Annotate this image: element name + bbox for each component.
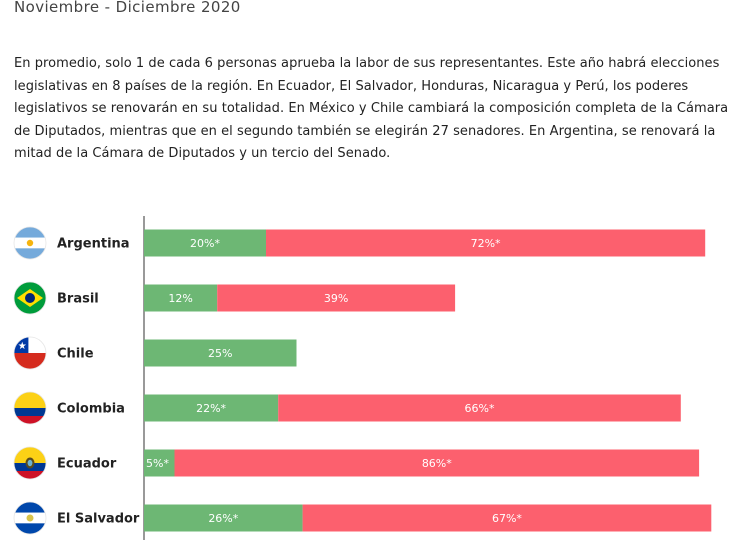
approve-bar	[144, 339, 297, 367]
bar-row: Brasil 12% 39%	[13, 281, 456, 315]
disapprove-bar	[266, 229, 706, 257]
bar-value-label: 72%*	[471, 237, 501, 250]
bar-value-label: 20%*	[190, 237, 220, 250]
ecuador-flag-icon	[13, 446, 47, 480]
bar-value-label: 67%*	[492, 512, 522, 525]
disapprove-bar	[174, 449, 700, 477]
chile-flag-icon: ★	[13, 336, 47, 370]
approve-bar	[144, 394, 279, 422]
bar-chart: Argentina 20%* 72%* Brasil 12% 39% ★ Chile 25% Co…	[13, 216, 712, 540]
disapprove-bar	[217, 284, 456, 312]
approve-bar	[144, 229, 266, 257]
disapprove-bar	[302, 504, 712, 532]
brazil-flag-icon	[13, 281, 47, 315]
chart-subtitle: Noviembre - Diciembre 2020	[14, 0, 241, 16]
chart-description: En promedio, solo 1 de cada 6 personas a…	[14, 56, 729, 161]
category-label: Chile	[57, 347, 94, 362]
bar-row: Colombia 22%* 66%*	[13, 391, 681, 425]
bar-value-label: 12%	[168, 292, 192, 305]
bar-value-label: 39%	[324, 292, 348, 305]
bar-row: Argentina 20%* 72%*	[13, 226, 706, 260]
el-salvador-flag-icon	[13, 501, 47, 535]
bar-value-label: 25%	[208, 347, 232, 360]
svg-text:★: ★	[18, 341, 27, 352]
argentina-flag-icon	[13, 226, 47, 260]
category-label: El Salvador	[57, 512, 140, 527]
bar-row: Ecuador 5%* 86%*	[13, 446, 700, 480]
bar-value-label: 26%*	[208, 512, 238, 525]
approve-bar	[144, 284, 218, 312]
approve-bar	[144, 504, 303, 532]
bar-value-label: 66%*	[465, 402, 495, 415]
category-label: Argentina	[57, 237, 130, 252]
approve-bar	[144, 449, 175, 477]
bar-value-label: 22%*	[196, 402, 226, 415]
bar-row: El Salvador 26%* 67%*	[13, 501, 712, 535]
colombia-flag-icon	[13, 391, 47, 425]
category-label: Colombia	[57, 402, 125, 417]
category-label: Ecuador	[57, 457, 117, 472]
bar-value-label: 5%*	[146, 457, 169, 470]
bar-value-label: 86%*	[422, 457, 452, 470]
disapprove-bar	[278, 394, 681, 422]
bar-row: ★ Chile 25%	[13, 336, 297, 370]
category-label: Brasil	[57, 292, 99, 307]
